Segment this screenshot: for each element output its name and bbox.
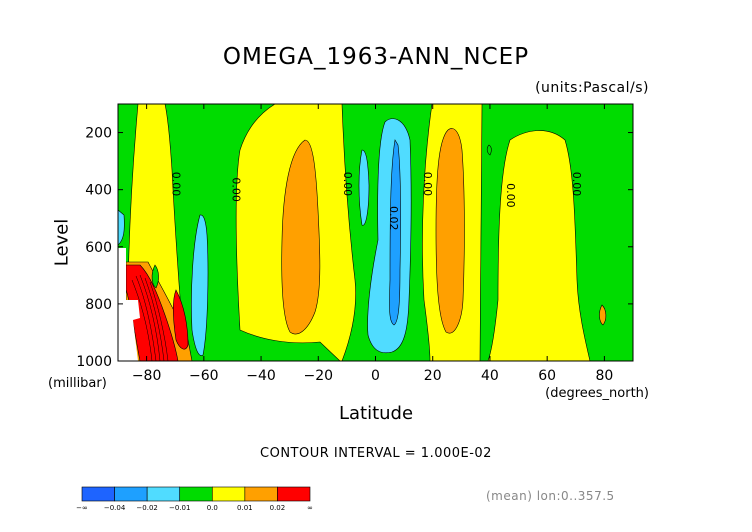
y-tick-label: 400: [85, 183, 112, 199]
x-tick-label: 0: [371, 368, 380, 384]
x-tick-label: 80: [595, 368, 613, 384]
green-band-north: [479, 104, 633, 361]
legend-swatch: [211, 486, 246, 502]
contour-labels: 0.00 0.00 0.00 0.02 0.00 0.00 0.00: [169, 172, 583, 231]
legend-swatch: [114, 486, 148, 502]
contour-lines-dense: [131, 274, 169, 361]
green-small-blob: [151, 264, 159, 289]
cyan-thin-equatorial: [358, 149, 370, 226]
units-label: (units:Pascal/s): [535, 80, 649, 96]
green-small-blob-north: [486, 144, 492, 156]
legend-level-label: 0.0: [207, 504, 218, 512]
legend-level-label: 0.02: [270, 504, 286, 512]
legend-swatch: [244, 486, 278, 502]
x-tick-label: −60: [189, 368, 219, 384]
y-tick-label: 200: [85, 126, 112, 142]
legend-swatch: [146, 486, 181, 502]
x-tick-label: 60: [538, 368, 556, 384]
orange-southern: [281, 139, 321, 335]
contour-interval-label: CONTOUR INTERVAL = 1.000E-02: [260, 446, 492, 461]
contour-label: 0.00: [229, 177, 242, 202]
legend-swatch: [277, 486, 311, 502]
legend-level-label: ∞: [307, 504, 313, 512]
red-small: [173, 289, 189, 350]
legend-level-label: −0.02: [136, 504, 157, 512]
mean-lon-label: (mean) lon:0..357.5: [486, 489, 615, 503]
x-tick-label: 40: [481, 368, 499, 384]
blue-core: [389, 139, 401, 326]
contour-label: 0.00: [504, 183, 517, 208]
y-tick-label: 600: [85, 240, 112, 256]
contour-label: 0.00: [341, 172, 354, 197]
x-tick-label: −40: [246, 368, 276, 384]
x-tick-label: −20: [304, 368, 334, 384]
legend-swatch: [81, 486, 115, 502]
axes: −80 −60 −40 −20 0 20 40 60 80 200 400 600 800 1000: [76, 104, 633, 384]
y-tick-label: 1000: [76, 354, 112, 370]
y-axis-units: (millibar): [48, 376, 107, 391]
green-band-southcentral: [164, 104, 341, 361]
x-tick-label: −80: [132, 368, 162, 384]
contour-label: 0.00: [570, 172, 583, 197]
y-tick-label: 800: [85, 297, 112, 313]
legend-level-label: 0.01: [237, 504, 253, 512]
missing-data-mask: [118, 248, 140, 361]
cyan-southern: [191, 214, 209, 356]
chart-title: OMEGA_1963-ANN_NCEP: [222, 44, 530, 70]
legend-level-label: −0.01: [169, 504, 190, 512]
legend-swatch: [179, 486, 213, 502]
contour-label: 0.00: [169, 172, 182, 197]
orange-northern: [435, 128, 465, 334]
color-legend: −∞ −0.04 −0.02 −0.01 0.0 0.01 0.02 ∞: [76, 486, 313, 512]
orange-small-north: [599, 304, 607, 326]
x-tick-label: 20: [424, 368, 442, 384]
legend-level-label: −∞: [76, 504, 88, 512]
x-axis-units: (degrees_north): [545, 386, 649, 401]
contour-label: 0.02: [387, 206, 400, 231]
contour-fill: [118, 104, 633, 361]
contour-label: 0.00: [421, 172, 434, 197]
legend-level-label: −0.04: [104, 504, 126, 512]
x-axis-label: Latitude: [338, 403, 414, 424]
